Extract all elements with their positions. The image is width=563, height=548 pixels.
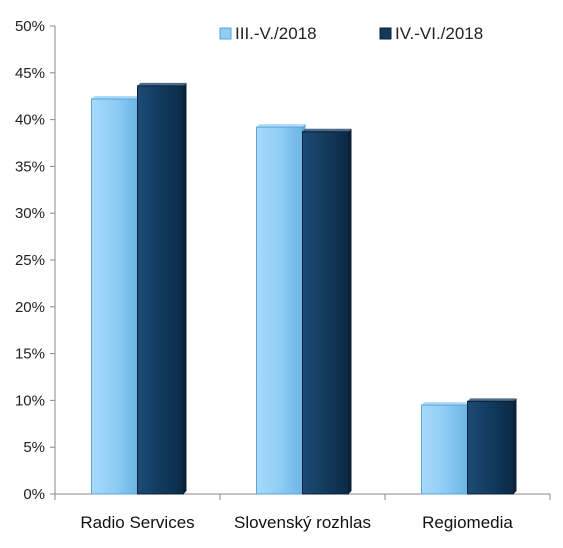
legend: III.-V./2018 IV.-VI./2018: [219, 24, 483, 43]
y-axis: 0% 5% 10% 15% 20% 25% 30% 35% 40% 45% 50%: [15, 18, 56, 503]
legend-label: III.-V./2018: [235, 24, 317, 43]
y-tick-label: 20%: [15, 299, 45, 316]
y-tick-label: 45%: [15, 65, 45, 82]
category-label: Radio Services: [80, 513, 194, 532]
y-tick-label: 0%: [23, 486, 45, 503]
bar-top: [256, 124, 306, 128]
bar-side: [348, 128, 352, 494]
bar-top: [137, 82, 187, 86]
y-tick-label: 5%: [23, 439, 45, 456]
y-tick-label: 40%: [15, 112, 45, 129]
legend-swatch: [219, 27, 232, 40]
bar: [256, 126, 303, 495]
y-tick-label: 10%: [15, 392, 45, 409]
legend-swatch: [379, 27, 392, 40]
category-label: Slovenský rozhlas: [234, 513, 371, 532]
bar-top: [467, 398, 517, 402]
category-label: Regiomedia: [422, 513, 513, 532]
y-tick-label: 35%: [15, 158, 45, 175]
bars: [91, 82, 517, 495]
bar-top: [302, 128, 352, 132]
bar-side: [513, 398, 517, 494]
category-labels: Radio Services Slovenský rozhlas Regiomedi…: [80, 513, 513, 532]
y-tick-label: 50%: [15, 18, 45, 35]
y-tick-label: 30%: [15, 205, 45, 222]
y-tick-label: 15%: [15, 346, 45, 363]
bar: [467, 400, 514, 495]
legend-label: IV.-VI./2018: [395, 24, 483, 43]
bar-top: [421, 402, 471, 406]
x-axis: [54, 493, 551, 500]
bar: [91, 98, 138, 495]
y-tick-label: 25%: [15, 252, 45, 269]
bar-side: [183, 82, 187, 495]
bar-top: [91, 96, 141, 100]
bar: [421, 404, 468, 495]
bar: [137, 85, 184, 495]
bar: [302, 131, 349, 495]
